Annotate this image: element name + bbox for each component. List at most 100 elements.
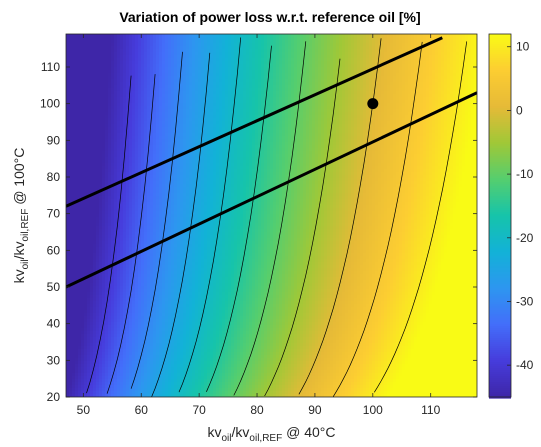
heatmap-cell <box>84 259 88 263</box>
heatmap-cell <box>87 79 91 83</box>
heatmap-cell <box>69 205 73 209</box>
heatmap-cell <box>69 274 73 278</box>
heatmap-cell <box>78 49 82 53</box>
heatmap-cell <box>69 292 73 296</box>
heatmap-cell <box>78 106 82 110</box>
heatmap-cell <box>75 289 79 293</box>
heatmap-cell <box>72 277 76 281</box>
heatmap-cell <box>87 184 91 188</box>
heatmap-cell <box>84 334 88 338</box>
heatmap-cell <box>72 214 76 218</box>
heatmap-cell <box>72 151 76 155</box>
heatmap-cell <box>81 286 85 290</box>
plot-area <box>65 33 478 398</box>
heatmap-cell <box>87 337 91 341</box>
heatmap-cell <box>84 337 88 341</box>
heatmap-cell <box>66 361 70 365</box>
heatmap-cell <box>78 55 82 59</box>
heatmap-cell <box>72 133 76 137</box>
heatmap-cell <box>72 247 76 251</box>
heatmap-cell <box>84 274 88 278</box>
heatmap-cell <box>66 355 70 359</box>
heatmap-cell <box>69 325 73 329</box>
heatmap-cell <box>72 265 76 269</box>
heatmap-cell <box>69 301 73 305</box>
heatmap-cell <box>87 34 91 38</box>
heatmap-cell <box>84 295 88 299</box>
heatmap-cell <box>78 97 82 101</box>
heatmap-cell <box>78 118 82 122</box>
heatmap-cell <box>87 313 91 317</box>
heatmap-cell <box>72 250 76 254</box>
heatmap-cell <box>78 100 82 104</box>
heatmap-cell <box>75 286 79 290</box>
heatmap-cell <box>81 373 85 377</box>
heatmap-cell <box>87 364 91 368</box>
heatmap-cell <box>81 232 85 236</box>
heatmap-cell <box>72 34 76 38</box>
heatmap-cell <box>75 382 79 386</box>
heatmap-cell <box>69 367 73 371</box>
heatmap-cell <box>72 370 76 374</box>
heatmap-cell <box>66 130 70 134</box>
heatmap-cell <box>84 70 88 74</box>
heatmap-cell <box>84 343 88 347</box>
heatmap-cell <box>66 334 70 338</box>
heatmap-cell <box>81 145 85 149</box>
heatmap-cell <box>69 151 73 155</box>
heatmap-cell <box>69 124 73 128</box>
heatmap-cell <box>84 391 88 395</box>
heatmap-cell <box>81 259 85 263</box>
heatmap-cell <box>87 175 91 179</box>
heatmap-cell <box>78 202 82 206</box>
heatmap-cell <box>69 373 73 377</box>
heatmap-cell <box>87 43 91 47</box>
heatmap-cell <box>66 154 70 158</box>
heatmap-cell <box>87 118 91 122</box>
heatmap-cell <box>78 316 82 320</box>
heatmap-cell <box>72 328 76 332</box>
heatmap-cell <box>69 334 73 338</box>
heatmap-cell <box>81 181 85 185</box>
heatmap-cell <box>81 133 85 137</box>
heatmap-cell <box>87 91 91 95</box>
heatmap-cell <box>66 118 70 122</box>
heatmap-cell <box>87 331 91 335</box>
heatmap-cell <box>81 331 85 335</box>
heatmap-cell <box>75 82 79 86</box>
heatmap-cell <box>66 223 70 227</box>
heatmap-cell <box>75 52 79 56</box>
heatmap-cell <box>78 346 82 350</box>
heatmap-cell <box>81 220 85 224</box>
heatmap-cell <box>72 175 76 179</box>
heatmap-cell <box>78 340 82 344</box>
heatmap-cell <box>66 37 70 41</box>
heatmap-cell <box>75 214 79 218</box>
heatmap-cell <box>78 133 82 137</box>
heatmap-cell <box>87 178 91 182</box>
heatmap-cell <box>84 214 88 218</box>
heatmap-cell <box>81 130 85 134</box>
heatmap-cell <box>69 172 73 176</box>
heatmap-cell <box>81 70 85 74</box>
heatmap-cell <box>84 280 88 284</box>
heatmap-cell <box>81 121 85 125</box>
heatmap-cell <box>84 361 88 365</box>
heatmap-cell <box>87 355 91 359</box>
heatmap-cell <box>75 328 79 332</box>
heatmap-cell <box>66 76 70 80</box>
heatmap-cell <box>66 181 70 185</box>
heatmap-cell <box>81 253 85 257</box>
heatmap-cell <box>81 274 85 278</box>
heatmap-cell <box>69 253 73 257</box>
heatmap-cell <box>87 130 91 134</box>
heatmap-cell <box>84 367 88 371</box>
heatmap-cell <box>84 82 88 86</box>
heatmap-cell <box>84 181 88 185</box>
heatmap-cell <box>69 277 73 281</box>
heatmap-cell <box>78 283 82 287</box>
heatmap-cell <box>66 217 70 221</box>
heatmap-cell <box>84 223 88 227</box>
heatmap-cell <box>81 304 85 308</box>
heatmap-cell <box>72 208 76 212</box>
